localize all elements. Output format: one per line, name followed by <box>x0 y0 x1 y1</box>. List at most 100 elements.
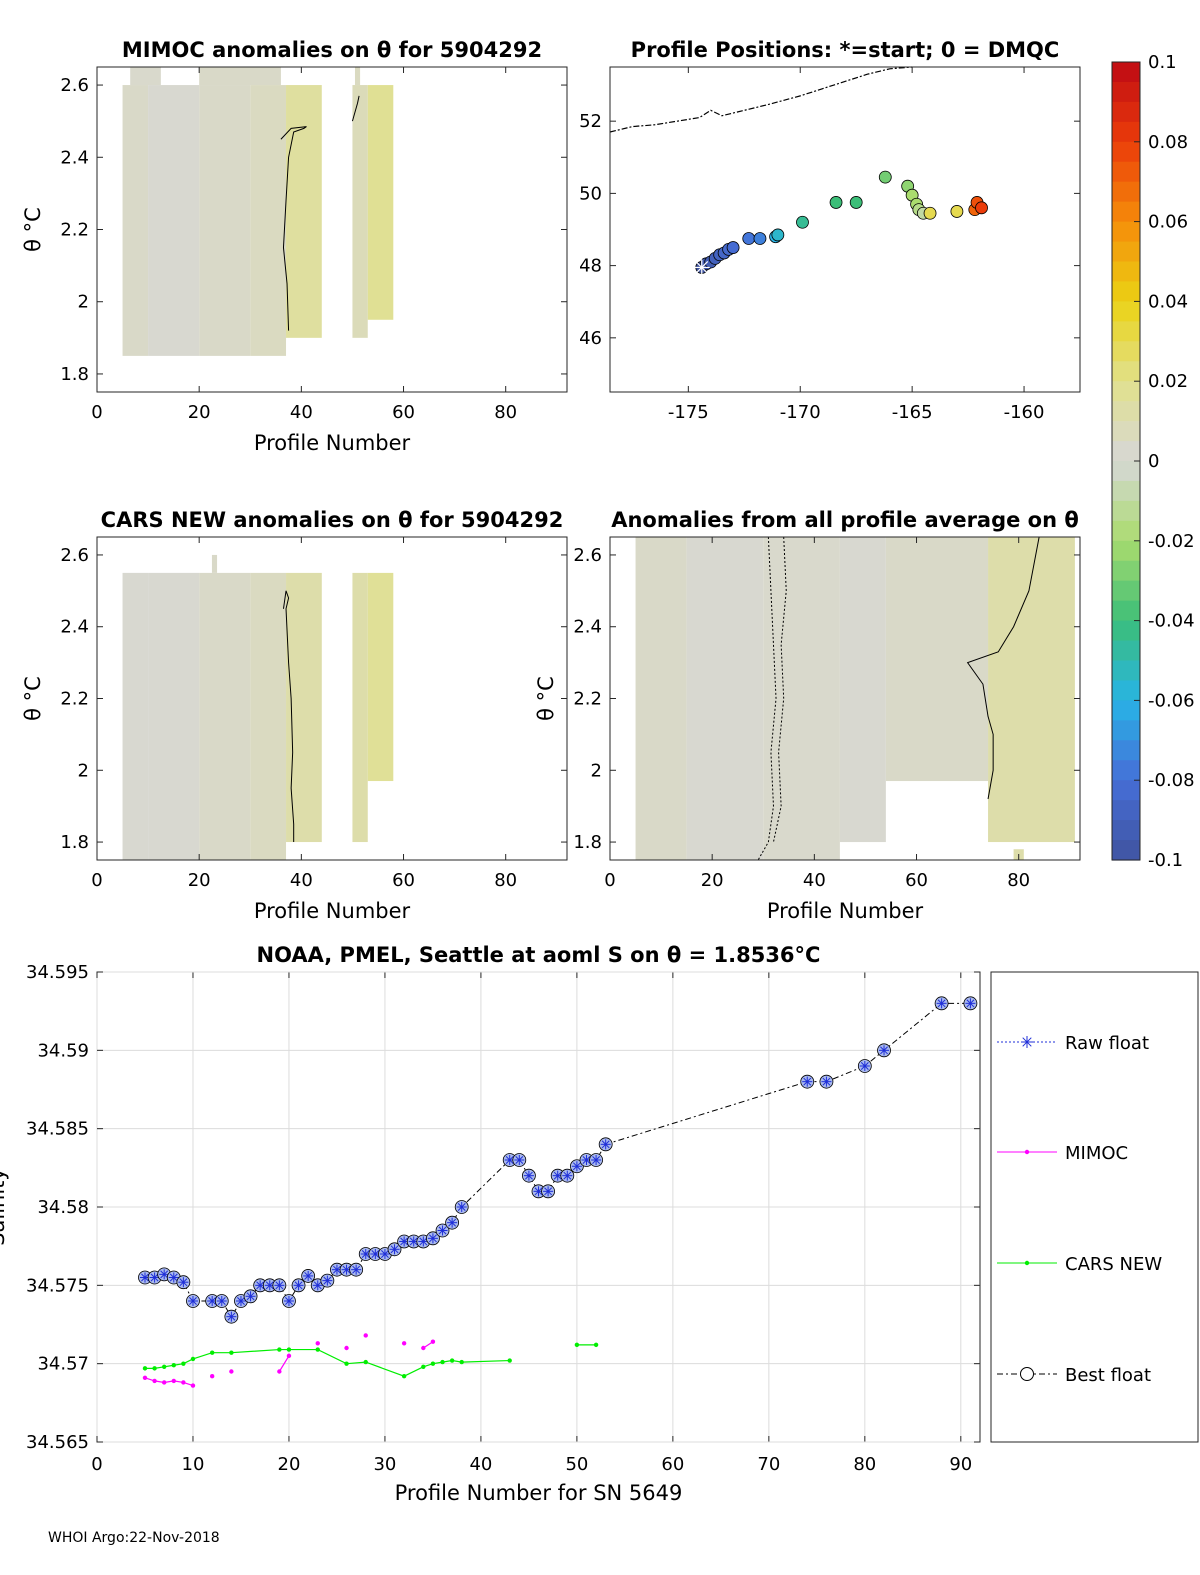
salinity-chart: 0 10 20 30 40 50 60 70 80 90 34.565 34.57 34.575 34.5… <box>0 943 981 1505</box>
cars-cell <box>211 554 218 573</box>
salinity-ytick-label: 34.595 <box>26 962 89 983</box>
cars-xtick-label: 40 <box>290 870 313 891</box>
raw-float-point <box>285 1297 293 1305</box>
mimoc-point <box>286 1353 292 1359</box>
colorbar-segment <box>1112 281 1140 302</box>
raw-float-point <box>572 1162 581 1171</box>
cars-new-point <box>161 1364 167 1370</box>
mimoc-chart: 0 20 40 60 80 1.8 2 2.2 2.4 2.6 MIMOC anomalies on… <box>21 38 568 455</box>
cars-new-point <box>593 1342 599 1348</box>
mimoc-ytick-label: 1.8 <box>60 364 89 385</box>
mimoc-cell <box>367 85 394 320</box>
salinity-xtick-label: 40 <box>469 1454 492 1475</box>
salinity-ytick-label: 34.575 <box>26 1275 89 1296</box>
salinity-xtick-label: 50 <box>565 1454 588 1475</box>
mimoc-contour <box>351 95 360 122</box>
cars-new-point <box>430 1361 436 1366</box>
cars-xtick-label: 0 <box>91 870 102 891</box>
allavg-ytick-label: 2.4 <box>573 617 602 638</box>
raw-float-point <box>313 1281 322 1290</box>
allavg-ytick-label: 2 <box>591 760 602 781</box>
cars-contour <box>282 590 295 843</box>
allavg-cell <box>839 537 886 843</box>
allavg-contour-negative <box>772 536 787 843</box>
cars-new-point <box>507 1358 512 1363</box>
raw-float-point <box>227 1312 236 1321</box>
colorbar-segment <box>1112 520 1140 542</box>
positions-profile-point <box>849 196 863 209</box>
positions-ytick-label: 48 <box>579 256 602 277</box>
colorbar-segment <box>1112 141 1140 163</box>
raw-float-point <box>150 1273 159 1282</box>
cars-new-point <box>171 1363 176 1368</box>
raw-float-point <box>409 1237 418 1246</box>
colorbar-segment <box>1112 301 1140 322</box>
cars-new-point <box>315 1347 320 1352</box>
footer-credit: WHOI Argo:22-Nov-2018 <box>48 1530 220 1546</box>
mimoc-xlabel: Profile Number <box>254 431 411 455</box>
allavg-ytick-label: 2.2 <box>573 689 602 710</box>
mimoc-point <box>229 1369 234 1374</box>
mimoc-point <box>152 1378 157 1384</box>
positions-profile-point <box>829 196 843 209</box>
mimoc-point <box>190 1383 196 1388</box>
cars-new-point <box>344 1361 349 1366</box>
cars-new-point <box>229 1350 234 1355</box>
positions-chart: -175 -170 -165 -160 46 48 50 52 Profile Position… <box>579 38 1081 423</box>
mimoc-point <box>181 1380 186 1385</box>
raw-float-point <box>515 1156 524 1164</box>
cars-new-point <box>401 1374 407 1379</box>
colorbar-segment <box>1112 760 1140 781</box>
allavg-cell <box>763 537 840 860</box>
colorbar-tick-label: -0.06 <box>1148 690 1195 711</box>
colorbar-tick-label: 0.06 <box>1148 212 1188 233</box>
raw-float-point <box>534 1187 543 1196</box>
colorbar-segment <box>1112 241 1140 263</box>
mimoc-ytick-label: 2.2 <box>60 220 89 241</box>
cars-ytick-label: 2.4 <box>60 617 89 638</box>
positions-profile-point <box>726 241 740 254</box>
salinity-xtick-label: 70 <box>757 1454 780 1475</box>
mimoc-ytick-label: 2.6 <box>60 75 89 96</box>
salinity-xtick-label: 90 <box>949 1454 972 1475</box>
colorbar-segment <box>1112 421 1140 442</box>
mimoc-point <box>171 1378 176 1384</box>
cars-new-point <box>449 1358 455 1363</box>
raw-float-point <box>160 1270 169 1279</box>
cars-chart: 0 20 40 60 80 1.8 2 2.2 2.4 2.6 CARS NEW anomalies… <box>21 508 568 923</box>
colorbar-segment <box>1112 680 1140 701</box>
cars-new-point <box>277 1347 282 1352</box>
cars-ylabel: θ °C <box>21 676 45 721</box>
positions-profile-point <box>950 205 964 218</box>
colorbar-tick-label: 0.02 <box>1148 371 1188 392</box>
salinity-ytick-label: 34.58 <box>37 1197 89 1218</box>
positions-xtick-label: -165 <box>892 402 933 423</box>
cars-cell <box>122 572 149 860</box>
colorbar-segment <box>1112 820 1140 841</box>
colorbar-segment <box>1112 361 1140 382</box>
raw-float-point <box>400 1237 409 1246</box>
raw-float-point <box>169 1273 178 1282</box>
allavg-ylabel: θ °C <box>534 676 558 721</box>
raw-float-point <box>342 1265 351 1274</box>
raw-float-point <box>505 1156 514 1164</box>
cars-xlabel: Profile Number <box>254 899 411 923</box>
mimoc-xtick-label: 80 <box>494 402 517 423</box>
salinity-xtick-label: 60 <box>661 1454 684 1475</box>
colorbar-segment <box>1112 720 1140 741</box>
allavg-contour-positive <box>966 536 1040 800</box>
raw-float-point <box>323 1276 332 1285</box>
positions-profile-point <box>878 170 892 184</box>
mimoc-line <box>144 1377 194 1387</box>
colorbar-segment <box>1112 580 1140 602</box>
raw-float-point <box>448 1218 457 1227</box>
mimoc-cell <box>199 67 281 86</box>
positions-profile-point <box>771 228 785 242</box>
mimoc-point <box>421 1345 426 1351</box>
raw-float-point <box>246 1292 255 1301</box>
allavg-xlabel: Profile Number <box>767 899 924 923</box>
allavg-xtick-label: 0 <box>604 870 615 891</box>
raw-float-point <box>966 999 975 1008</box>
raw-float-point <box>294 1281 303 1290</box>
allavg-cell <box>635 537 687 860</box>
